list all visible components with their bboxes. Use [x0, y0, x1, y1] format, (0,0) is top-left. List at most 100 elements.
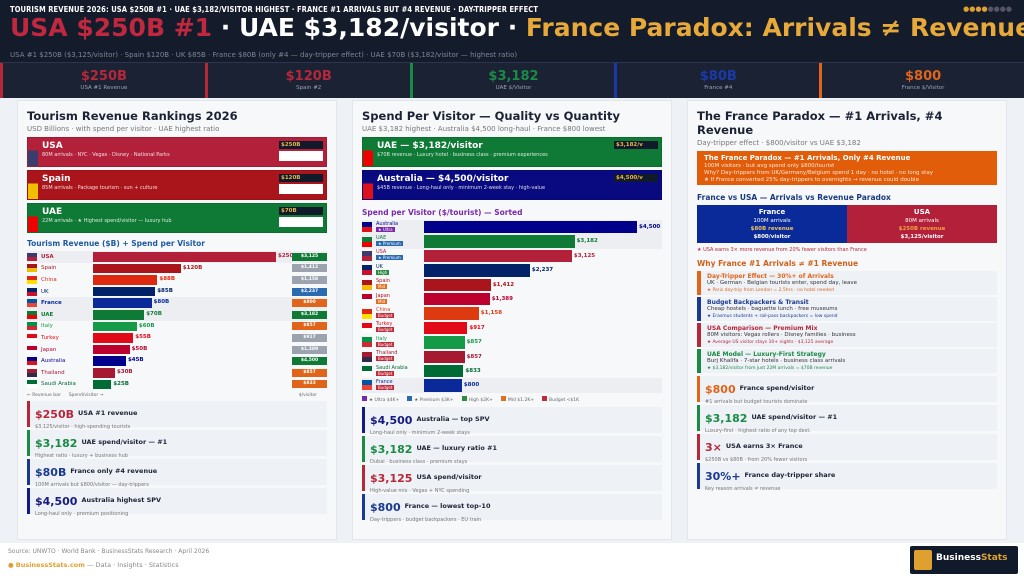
bar-area: $45B — [93, 355, 293, 367]
card-desc: 22M arrivals · ★ Highest spend/visitor —… — [42, 218, 172, 224]
stat-value: $3,182 — [35, 437, 78, 451]
row-label: France — [41, 300, 62, 307]
flag-icon — [27, 380, 37, 389]
country-card: Spain 85M arrivals · Package tourism · su… — [27, 170, 327, 200]
bar-value: $50B — [131, 345, 148, 352]
headline-france: France Paradox: Arrivals ≠ Revenue — [525, 13, 1024, 42]
flag-icon — [362, 366, 372, 377]
stat-value: 3× — [705, 441, 722, 454]
flag-icon — [362, 380, 372, 391]
country-name: Spain — [376, 278, 390, 285]
panel-subtitle: UAE $3,182 highest · Australia $4,500 lo… — [362, 125, 606, 133]
stat-callout: $800 France spend/visitor #1 arrivals but … — [697, 376, 997, 405]
flag-icon — [27, 299, 37, 308]
panel-title: The France Paradox — #1 Arrivals, #4 Rev… — [697, 109, 943, 137]
bar-area: $3,182 — [424, 234, 664, 248]
legend-right: $/visitor — [298, 393, 317, 399]
stat-value: $250B — [35, 408, 74, 422]
spend-bar — [424, 264, 530, 277]
card-badge: $3,182/v — [614, 141, 658, 149]
stat-callout: $250B USA #1 revenue $3,125/visitor · high… — [27, 401, 327, 430]
stat-value: $800 — [370, 500, 401, 514]
spend-badge: $833 — [292, 380, 327, 389]
card-badge: $120B — [279, 174, 323, 182]
stat-value: $3,182 — [705, 412, 748, 425]
col-arrivals: 80M arrivals — [905, 218, 939, 224]
stat-callout: $3,182 UAE — luxury ratio #1 Dubai · busin… — [362, 435, 662, 465]
reason-desc: UK · German · Belgian tourists enter, sp… — [707, 280, 858, 286]
stat-value: $4,500 — [35, 495, 78, 509]
reason-card: UAE Model — Luxury-First Strategy Burj Kh… — [697, 349, 997, 373]
flag-icon — [362, 351, 372, 362]
footer: Source: UNWTO · World Bank · BusinessSta… — [0, 543, 1024, 576]
legend-swatch — [542, 395, 548, 401]
stat-desc: Key reason arrivals ≠ revenue — [705, 486, 781, 492]
revenue-bar — [93, 298, 152, 308]
bar-area: $857 — [424, 335, 664, 349]
country-name: China — [376, 307, 391, 314]
stat-value: $800 — [705, 383, 736, 396]
row-label: Australia ★ Ultra — [376, 221, 424, 233]
revenue-bar — [93, 252, 276, 262]
chart-row: China Budget $1,158 — [362, 306, 662, 320]
bar-area: $800 — [424, 378, 664, 392]
col-name: USA — [913, 208, 931, 216]
stat-desc: Highest ratio · luxury + business hub — [35, 453, 128, 460]
bar-area: $25B — [93, 379, 293, 391]
tier-badge: Mid — [376, 298, 388, 304]
page-dots: ●●●●●●●● — [963, 5, 1012, 13]
col-spv: $800/visitor — [753, 234, 791, 240]
chart-row: Thailand $30B $857 — [27, 367, 327, 379]
country-name: Thailand — [376, 350, 398, 357]
flag-icon — [362, 308, 372, 319]
flag-icon — [27, 368, 37, 377]
flag-icon — [362, 265, 372, 276]
bar-value: $1,412 — [492, 281, 515, 288]
row-label: France Budget — [376, 379, 424, 391]
kpi-value: $800 — [904, 69, 942, 84]
source: Source: UNWTO · World Bank · BusinessSta… — [8, 548, 210, 555]
bar-chart-icon — [914, 550, 932, 570]
stat-desc: Long-haul only · minimum 2-week stays — [370, 429, 470, 436]
card-name: UAE — [42, 207, 63, 217]
flag-icon — [28, 204, 38, 232]
reason-title: Day-Tripper Effect — 30%+ of Arrivals — [707, 273, 834, 280]
bar-value: $60B — [138, 322, 155, 329]
kpi-label: USA #1 Revenue — [80, 85, 128, 91]
bar-value: $800 — [463, 382, 480, 389]
bar-value: $3,182 — [576, 238, 598, 245]
comparison-title: France vs USA — Arrivals vs Revenue Para… — [697, 193, 891, 202]
stat-label: France day-tripper share — [744, 471, 836, 479]
col-name: France — [758, 208, 786, 216]
brand-link[interactable]: BusinessStats.com — [15, 561, 85, 569]
chart-row: Turkey $55B $917 — [27, 332, 327, 344]
spend-badge: $917 — [292, 333, 327, 342]
spend-badge: $857 — [292, 322, 327, 331]
reason-desc: Cheap hostels · baguette lunch · free mu… — [707, 306, 838, 312]
stat-value: $80B — [35, 466, 67, 480]
stat-value: 30%+ — [705, 470, 741, 483]
country-name: Turkey — [376, 321, 393, 328]
bar-value: $4,500 — [639, 224, 661, 230]
row-label: UK — [41, 288, 49, 295]
headline-usa: USA $250B #1 — [10, 13, 213, 42]
headline-uae: UAE $3,182/visitor — [238, 13, 499, 42]
stat-label: Australia highest SPV — [81, 496, 162, 505]
flag-icon — [27, 287, 37, 296]
spend-badge: $1,412 — [292, 264, 327, 273]
stat-label: UAE spend/visitor — #1 — [81, 438, 168, 447]
stat-callout: $80B France only #4 revenue 100M arrivals … — [27, 459, 327, 488]
col-arrivals: 100M arrivals — [753, 218, 791, 224]
flag-icon — [362, 250, 372, 261]
legend-label: Budget <$1K — [549, 397, 580, 403]
row-label: UK High — [376, 264, 424, 276]
businessstats-logo: BusinessStats — [910, 546, 1018, 574]
bar-area: $1,412 — [424, 278, 664, 292]
bar-area: $85B — [93, 286, 293, 298]
stat-callout: $3,182 UAE spend/visitor — #1 Luxury-first… — [697, 405, 997, 434]
legend-item: ★ Ultra $4K+ — [362, 395, 399, 403]
panel-france-paradox: The France Paradox — #1 Arrivals, #4 Rev… — [687, 100, 1007, 540]
bar-area: $917 — [424, 321, 664, 335]
bar-value: $3,125 — [573, 252, 596, 259]
stat-label: France only #4 revenue — [70, 467, 158, 476]
